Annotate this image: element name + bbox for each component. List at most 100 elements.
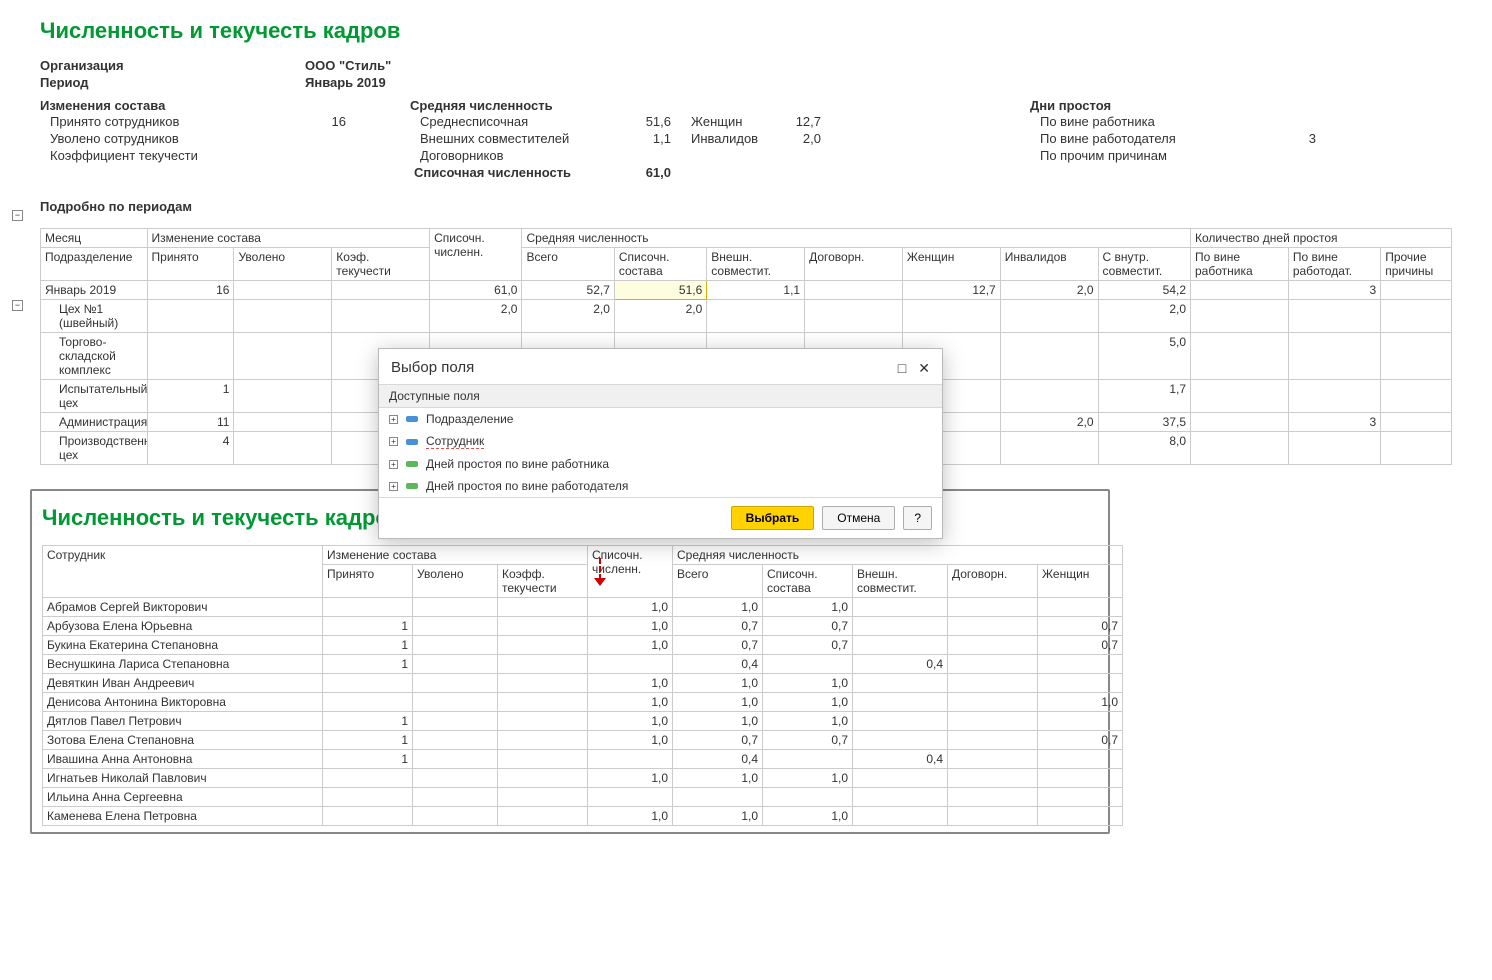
table-row[interactable]: Цех №1 (швейный)2,02,02,02,0 xyxy=(41,300,1452,333)
col-idle-org[interactable]: По вине работодат. xyxy=(1288,248,1380,281)
col-list2[interactable]: Списочн. состава xyxy=(614,248,706,281)
cell-list: 1,0 xyxy=(588,712,673,731)
col2-change[interactable]: Изменение состава xyxy=(323,546,588,565)
col-hired[interactable]: Принято xyxy=(147,248,234,281)
col-dept[interactable]: Подразделение xyxy=(41,248,148,281)
col2-coef[interactable]: Коэфф. текучести xyxy=(498,565,588,598)
cell-name: Ильина Анна Сергеевна xyxy=(43,788,323,807)
table-row[interactable]: Букина Екатерина Степановна11,00,70,70,7 xyxy=(43,636,1123,655)
cell-innerc: 1,7 xyxy=(1098,380,1190,413)
col-idle-oth[interactable]: Прочие причины xyxy=(1381,248,1452,281)
cancel-button[interactable]: Отмена xyxy=(822,506,895,530)
table-row[interactable]: Игнатьев Николай Павлович1,01,01,0 xyxy=(43,769,1123,788)
col-coef[interactable]: Коэф. текучести xyxy=(332,248,430,281)
table-row[interactable]: Арбузова Елена Юрьевна11,00,70,70,7 xyxy=(43,617,1123,636)
avg-ext-label: Внешних совместителей xyxy=(410,130,620,147)
table-row[interactable]: Каменева Елена Петровна1,01,01,0 xyxy=(43,807,1123,826)
cell-ext xyxy=(707,300,805,333)
hired-label: Принято сотрудников xyxy=(40,113,290,130)
col2-women[interactable]: Женщин xyxy=(1038,565,1123,598)
table-row[interactable]: Зотова Елена Степановна11,00,70,70,7 xyxy=(43,731,1123,750)
outline-toggle-row[interactable]: − xyxy=(12,300,23,311)
field-ref-icon xyxy=(406,416,418,422)
col2-hired[interactable]: Принято xyxy=(323,565,413,598)
col-ext[interactable]: Внешн. совместит. xyxy=(707,248,805,281)
expand-icon[interactable]: + xyxy=(389,482,398,491)
col2-emp[interactable]: Сотрудник xyxy=(43,546,323,598)
col-women[interactable]: Женщин xyxy=(902,248,1000,281)
cell-fired xyxy=(413,750,498,769)
field-item[interactable]: +Подразделение xyxy=(379,408,942,430)
col-idle[interactable]: Количество дней простоя xyxy=(1191,229,1452,248)
field-item[interactable]: +Дней простоя по вине работодателя xyxy=(379,475,942,497)
cell-women: 12,7 xyxy=(902,281,1000,300)
col-fired[interactable]: Уволено xyxy=(234,248,332,281)
col-avg[interactable]: Средняя численность xyxy=(522,229,1191,248)
cell-contr xyxy=(805,300,903,333)
help-button[interactable]: ? xyxy=(903,506,932,530)
dialog-field-list[interactable]: +Подразделение+Сотрудник+Дней простоя по… xyxy=(379,408,942,498)
col2-avg[interactable]: Средняя численность xyxy=(673,546,1123,565)
cell-name: Цех №1 (швейный) xyxy=(41,300,148,333)
cell-hired: 1 xyxy=(323,655,413,674)
idle-oth-label: По прочим причинам xyxy=(1030,147,1270,164)
outline-toggle-top[interactable]: − xyxy=(12,210,23,221)
col2-ext[interactable]: Внешн. совместит. xyxy=(853,565,948,598)
avg-list-value: 51,6 xyxy=(620,113,675,130)
col-total[interactable]: Всего xyxy=(522,248,614,281)
maximize-icon[interactable]: □ xyxy=(898,361,906,375)
cell-hired xyxy=(323,807,413,826)
employee-table[interactable]: Сотрудник Изменение состава Списочн. чис… xyxy=(42,545,1123,826)
col2-list2[interactable]: Списочн. состава xyxy=(763,565,853,598)
cell-fired xyxy=(234,281,332,300)
col2-contr[interactable]: Договорн. xyxy=(948,565,1038,598)
list-cnt-value: 61,0 xyxy=(620,164,675,181)
cell-list xyxy=(588,750,673,769)
cell-coef xyxy=(498,731,588,750)
col-change[interactable]: Изменение состава xyxy=(147,229,430,248)
expand-icon[interactable]: + xyxy=(389,437,398,446)
col-disab[interactable]: Инвалидов xyxy=(1000,248,1098,281)
col2-total[interactable]: Всего xyxy=(673,565,763,598)
cell-idle_oth xyxy=(1381,300,1452,333)
col2-fired[interactable]: Уволено xyxy=(413,565,498,598)
col-list[interactable]: Списочн. численн. xyxy=(430,229,522,281)
cell-ext xyxy=(853,731,948,750)
cell-fired xyxy=(234,300,332,333)
col-idle-emp[interactable]: По вине работника xyxy=(1191,248,1289,281)
cell-fired xyxy=(413,731,498,750)
cell-contr xyxy=(948,617,1038,636)
report-title: Численность и текучесть кадров xyxy=(40,18,1452,44)
cell-total: 0,4 xyxy=(673,750,763,769)
table-row[interactable]: Ильина Анна Сергеевна xyxy=(43,788,1123,807)
table-row[interactable]: Абрамов Сергей Викторович1,01,01,0 xyxy=(43,598,1123,617)
table-row[interactable]: Ивашина Анна Антоновна10,40,4 xyxy=(43,750,1123,769)
table-row[interactable]: Дятлов Павел Петрович11,01,01,0 xyxy=(43,712,1123,731)
cell-hired: 1 xyxy=(323,712,413,731)
cell-list2: 1,0 xyxy=(763,674,853,693)
close-icon[interactable]: ✕ xyxy=(918,361,930,375)
cell-innerc: 2,0 xyxy=(1098,300,1190,333)
cell-list2 xyxy=(763,655,853,674)
field-item[interactable]: +Дней простоя по вине работника xyxy=(379,453,942,475)
cell-idle_emp xyxy=(1191,432,1289,465)
period-label: Период xyxy=(40,75,305,90)
cell-coef xyxy=(332,300,430,333)
expand-icon[interactable]: + xyxy=(389,415,398,424)
expand-icon[interactable]: + xyxy=(389,460,398,469)
idle-emp-label: По вине работника xyxy=(1030,113,1270,130)
cell-coef xyxy=(498,769,588,788)
col-contr[interactable]: Договорн. xyxy=(805,248,903,281)
cell-fired xyxy=(234,333,332,380)
table-row[interactable]: Январь 20191661,052,751,61,112,72,054,23 xyxy=(41,281,1452,300)
cell-women xyxy=(1038,674,1123,693)
table-row[interactable]: Девяткин Иван Андреевич1,01,01,0 xyxy=(43,674,1123,693)
col-month[interactable]: Месяц xyxy=(41,229,148,248)
select-button[interactable]: Выбрать xyxy=(731,506,815,530)
cell-idle_emp xyxy=(1191,380,1289,413)
field-item[interactable]: +Сотрудник xyxy=(379,430,942,453)
col-innerc[interactable]: С внутр. совместит. xyxy=(1098,248,1190,281)
table-row[interactable]: Веснушкина Лариса Степановна10,40,4 xyxy=(43,655,1123,674)
cell-contr xyxy=(948,807,1038,826)
table-row[interactable]: Денисова Антонина Викторовна1,01,01,01,0 xyxy=(43,693,1123,712)
